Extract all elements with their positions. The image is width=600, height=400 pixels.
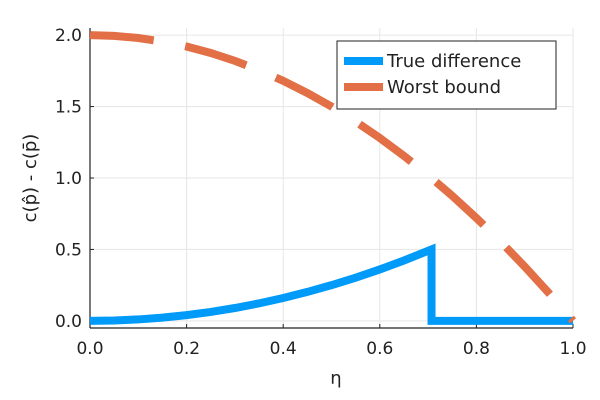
series-layer bbox=[89, 31, 577, 325]
legend: True difference Worst bound bbox=[336, 40, 557, 110]
x-tick-label: 0.4 bbox=[270, 339, 297, 359]
y-tick-label: 0.5 bbox=[55, 240, 82, 260]
tick-labels: 0.0 0.2 0.4 0.6 0.8 1.0 0.0 0.5 1.0 1.5 2.0 bbox=[55, 26, 587, 359]
x-tick-label: 1.0 bbox=[559, 339, 586, 359]
x-tick-label: 0.0 bbox=[76, 339, 103, 359]
y-tick-label: 1.5 bbox=[55, 98, 82, 118]
series-line-worst-bound bbox=[89, 31, 577, 324]
x-tick-label: 0.8 bbox=[463, 339, 490, 359]
x-tick-label: 0.6 bbox=[366, 339, 393, 359]
axes bbox=[89, 28, 574, 329]
y-tick-label: 0.0 bbox=[55, 312, 82, 332]
y-axis-label: c(p̂) - c(p̄) bbox=[20, 134, 41, 223]
x-tick-label: 0.2 bbox=[173, 339, 200, 359]
series-line-true-difference bbox=[89, 243, 573, 325]
legend-label: Worst bound bbox=[387, 77, 501, 98]
legend-label: True difference bbox=[386, 51, 521, 72]
y-tick-label: 2.0 bbox=[55, 26, 82, 46]
y-tick-label: 1.0 bbox=[55, 169, 82, 189]
legend-box bbox=[336, 40, 557, 110]
x-axis-label: η bbox=[330, 368, 341, 389]
